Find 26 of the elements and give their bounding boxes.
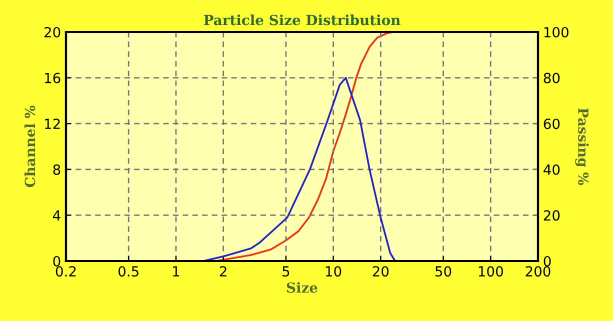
- y2-tick-label: 40: [544, 164, 560, 175]
- y-tick-label: 20: [44, 26, 60, 38]
- x-tick-label: 0.5: [118, 266, 138, 277]
- y-tick-label: 0: [53, 256, 60, 266]
- y-axis-title: Channel %: [24, 106, 36, 188]
- y-tick-label: 4: [52, 210, 60, 220]
- x-tick-label: 5: [282, 266, 290, 277]
- x-tick-label: 1: [173, 266, 180, 276]
- x-tick-label: 50: [436, 266, 452, 277]
- y-tick-label: 12: [44, 118, 60, 129]
- y2-tick-label: 0: [544, 256, 551, 266]
- y2-tick-label: 20: [544, 210, 560, 221]
- y2-tick-label: 100: [544, 26, 568, 38]
- x-axis-title: Size: [286, 282, 318, 293]
- y2-axis-title: Passing %: [575, 108, 589, 186]
- y-tick-label: 16: [44, 72, 60, 84]
- x-tick-label: 20: [372, 266, 389, 277]
- y-tick-label: 8: [53, 164, 60, 175]
- y2-tick-label: 80: [544, 72, 560, 84]
- x-tick-label: 10: [326, 266, 342, 277]
- chart-title: Particle Size Distribution: [204, 14, 400, 26]
- x-tick-label: 100: [478, 266, 503, 277]
- x-tick-label: 0.2: [56, 266, 76, 277]
- x-tick-label: 200: [526, 266, 550, 277]
- x-tick-label: 2: [220, 266, 226, 276]
- y2-tick-label: 60: [544, 118, 560, 130]
